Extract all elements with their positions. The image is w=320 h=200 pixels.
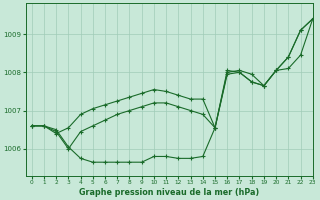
X-axis label: Graphe pression niveau de la mer (hPa): Graphe pression niveau de la mer (hPa): [79, 188, 259, 197]
